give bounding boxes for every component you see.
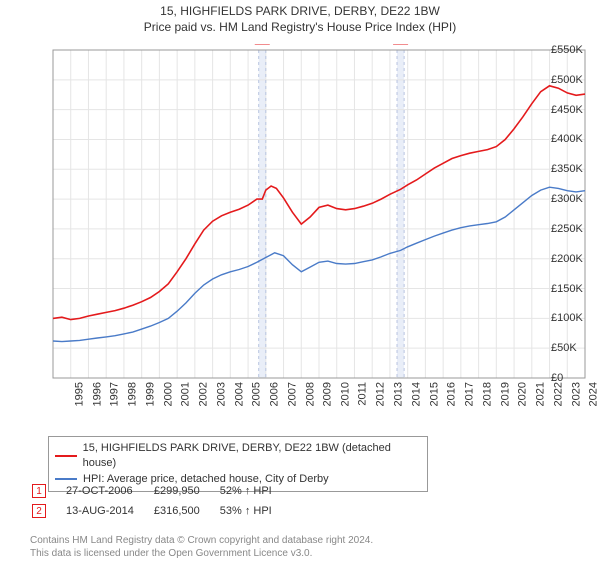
x-tick-label: 2018	[481, 382, 493, 406]
sale-date-2: 13-AUG-2014	[66, 502, 152, 520]
legend-row-subject: 15, HIGHFIELDS PARK DRIVE, DERBY, DE22 1…	[55, 441, 421, 472]
sale-vs-hpi-1: 52% ↑ HPI	[220, 482, 290, 500]
x-tick-label: 1999	[144, 382, 156, 406]
x-tick-label: 2012	[375, 382, 387, 406]
x-tick-label: 2014	[410, 382, 422, 406]
x-tick-label: 2001	[180, 382, 192, 406]
y-tick-label: £450K	[551, 104, 592, 116]
x-tick-label: 1995	[73, 382, 85, 406]
x-tick-label: 2005	[251, 382, 263, 406]
y-tick-label: £550K	[551, 44, 592, 56]
sale-row-2: 2 13-AUG-2014 £316,500 53% ↑ HPI	[32, 502, 290, 520]
page-subtitle: Price paid vs. HM Land Registry's House …	[0, 20, 600, 34]
x-tick-label: 2004	[233, 382, 245, 406]
y-tick-label: £50K	[551, 342, 592, 354]
sale-date-1: 27-OCT-2006	[66, 482, 152, 500]
y-tick-label: £200K	[551, 253, 592, 265]
sale-price-1: £299,950	[154, 482, 218, 500]
y-tick-label: £500K	[551, 74, 592, 86]
x-tick-label: 2006	[269, 382, 281, 406]
x-tick-label: 2024	[588, 382, 600, 406]
y-tick-label: £350K	[551, 163, 592, 175]
x-tick-label: 2015	[428, 382, 440, 406]
y-tick-label: £300K	[551, 193, 592, 205]
x-tick-label: 2021	[535, 382, 547, 406]
sale-price-2: £316,500	[154, 502, 218, 520]
sale-marker-2: 2	[32, 504, 46, 518]
footer-line2: This data is licensed under the Open Gov…	[30, 547, 373, 560]
x-tick-label: 2007	[286, 382, 298, 406]
x-tick-label: 2000	[162, 382, 174, 406]
legend-swatch-subject	[55, 455, 77, 457]
x-tick-label: 2011	[356, 382, 368, 406]
sale-marker-1: 1	[32, 484, 46, 498]
x-tick-label: 2023	[570, 382, 582, 406]
x-tick-label: 2020	[517, 382, 529, 406]
x-tick-label: 1997	[109, 382, 121, 406]
legend-label-subject: 15, HIGHFIELDS PARK DRIVE, DERBY, DE22 1…	[83, 441, 421, 472]
sales-table: 1 27-OCT-2006 £299,950 52% ↑ HPI 2 13-AU…	[30, 480, 292, 522]
x-tick-label: 1998	[127, 382, 139, 406]
x-tick-label: 2009	[322, 382, 334, 406]
chart-svg: 12	[8, 44, 592, 424]
x-tick-label: 2019	[499, 382, 511, 406]
x-tick-label: 2008	[304, 382, 316, 406]
x-tick-label: 2002	[198, 382, 210, 406]
y-tick-label: £150K	[551, 283, 592, 295]
footer: Contains HM Land Registry data © Crown c…	[30, 534, 373, 560]
sale-row-1: 1 27-OCT-2006 £299,950 52% ↑ HPI	[32, 482, 290, 500]
x-tick-label: 2017	[464, 382, 476, 406]
x-tick-label: 1996	[91, 382, 103, 406]
x-tick-label: 2013	[393, 382, 405, 406]
y-tick-label: £250K	[551, 223, 592, 235]
x-tick-label: 2022	[552, 382, 564, 406]
sale-vs-hpi-2: 53% ↑ HPI	[220, 502, 290, 520]
page-title: 15, HIGHFIELDS PARK DRIVE, DERBY, DE22 1…	[0, 4, 600, 18]
x-tick-label: 2003	[215, 382, 227, 406]
footer-line1: Contains HM Land Registry data © Crown c…	[30, 534, 373, 547]
y-tick-label: £100K	[551, 312, 592, 324]
x-tick-label: 2016	[446, 382, 458, 406]
x-tick-label: 2010	[339, 382, 351, 406]
chart-area: 12 £0£50K£100K£150K£200K£250K£300K£350K£…	[8, 44, 592, 424]
y-tick-label: £400K	[551, 133, 592, 145]
